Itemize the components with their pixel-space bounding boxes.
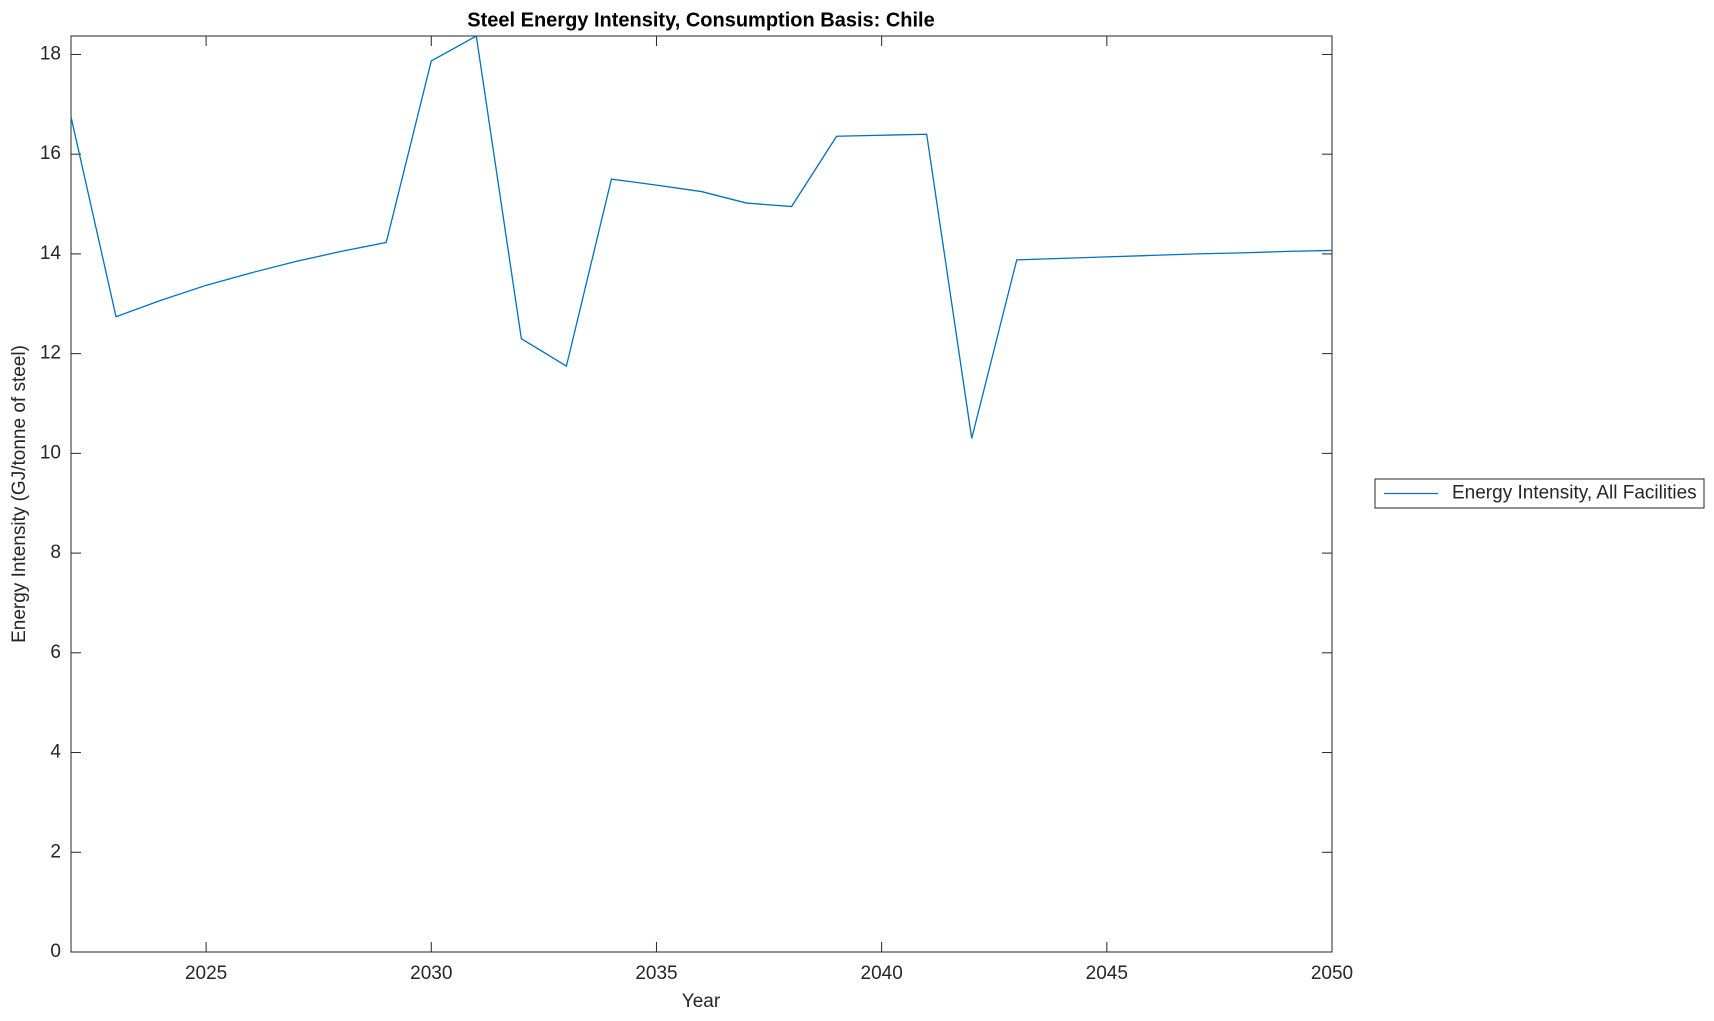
- y-tick-label: 12: [40, 343, 61, 364]
- y-tick-label: 14: [40, 243, 62, 264]
- y-tick-label: 8: [50, 542, 61, 563]
- x-tick-label: 2025: [185, 963, 227, 984]
- x-axis-label: Year: [682, 991, 721, 1012]
- y-tick-label: 4: [50, 742, 61, 763]
- x-tick-label: 2030: [410, 963, 452, 984]
- x-tick-label: 2035: [635, 963, 677, 984]
- line-series: [70, 34, 1333, 439]
- y-tick-label: 18: [40, 43, 61, 64]
- chart-title: Steel Energy Intensity, Consumption Basi…: [467, 9, 935, 31]
- x-tick-label: 2050: [1311, 963, 1353, 984]
- plot-frame: [70, 35, 1333, 953]
- legend-label: Energy Intensity, All Facilities: [1452, 483, 1697, 504]
- y-tick-label: 0: [50, 941, 61, 962]
- x-tick-label: 2040: [861, 963, 903, 984]
- y-tick-label: 16: [40, 143, 61, 164]
- y-axis-label: Energy Intensity (GJ/tonne of steel): [9, 345, 30, 643]
- x-tick-label: 2045: [1086, 963, 1128, 984]
- y-tick-label: 2: [50, 841, 61, 862]
- y-tick-label: 6: [50, 642, 61, 663]
- y-tick-label: 10: [40, 442, 61, 463]
